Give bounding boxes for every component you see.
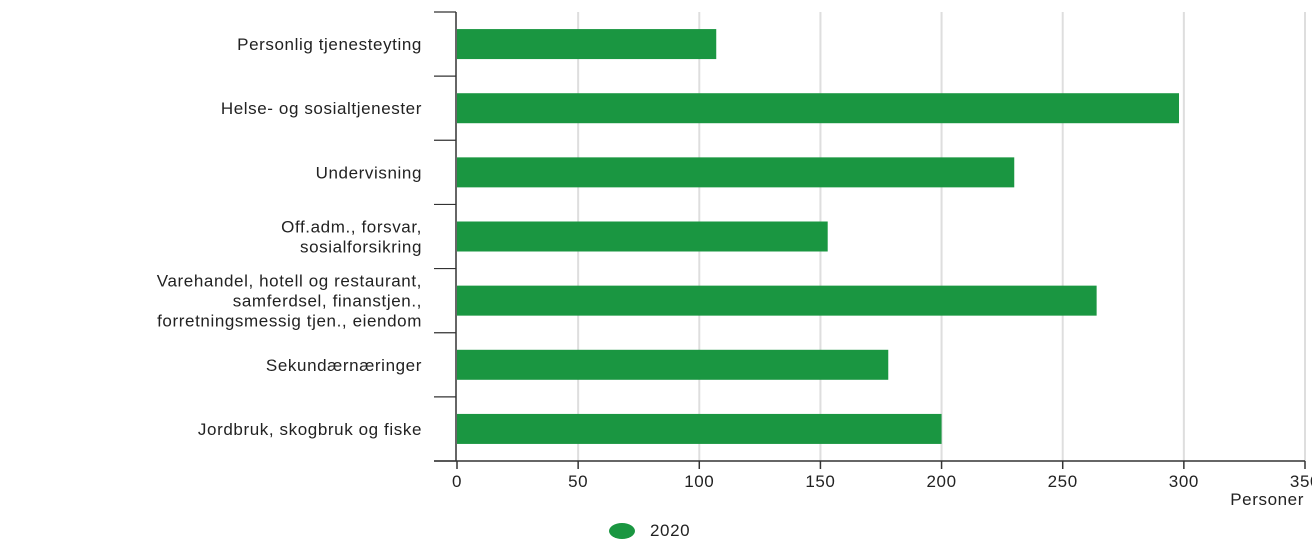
x-tick-label: 0 [452,472,462,491]
x-tick-labels: 0 50 100 150 200 250 300 350 [452,472,1312,491]
category-label: Undervisning [316,163,422,182]
bar[interactable] [457,157,1015,188]
legend-swatch [609,523,635,539]
category-label: Personlig tjenesteyting [237,35,422,54]
bar[interactable] [457,221,828,252]
x-tick-label: 200 [926,472,956,491]
x-tick-label: 150 [805,472,835,491]
category-label: Sekundærnæringer [266,356,422,375]
axes [434,11,1306,469]
legend-label: 2020 [650,521,691,540]
bar[interactable] [457,349,889,380]
category-label: Off.adm., forsvar, [281,218,422,237]
bar-chart: Personlig tjenesteyting Helse- og sosialt… [157,11,1312,509]
bar[interactable] [457,29,717,60]
legend: 2020 [0,518,1312,542]
category-label: samferdsel, finanstjen., [233,292,422,311]
x-tick-label: 350 [1290,472,1312,491]
category-label: forretningsmessig tjen., eiendom [157,312,422,331]
bar[interactable] [457,413,942,444]
legend-item-2020[interactable]: 2020 [609,521,690,541]
category-labels: Personlig tjenesteyting Helse- og sosialt… [157,35,422,439]
category-label: Jordbruk, skogbruk og fiske [198,420,422,439]
category-label: Varehandel, hotell og restaurant, [157,272,422,291]
x-tick-label: 300 [1169,472,1199,491]
x-tick-label: 250 [1048,472,1078,491]
x-tick-label: 100 [684,472,714,491]
category-label: sosialforsikring [300,238,422,257]
bars [457,29,1180,444]
category-label: Helse- og sosialtjenester [221,99,422,118]
bar[interactable] [457,285,1097,316]
x-axis-title: Personer [1230,490,1304,509]
x-tick-label: 50 [568,472,588,491]
bar[interactable] [457,93,1180,124]
